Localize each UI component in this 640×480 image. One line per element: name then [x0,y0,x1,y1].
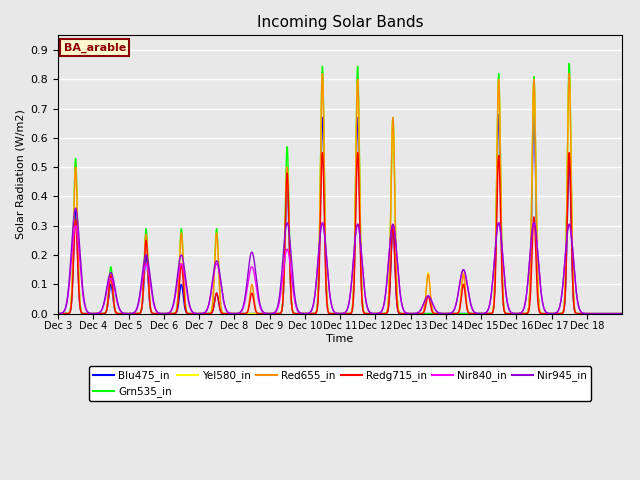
Nir945_in [612,311,620,316]
Nir840_in [54,311,62,316]
Blu475_in [532,207,540,213]
Nir945_in [462,275,470,281]
Grn535_in [565,60,573,66]
Redg715_in [413,311,420,316]
Yel580_in [618,311,626,316]
Nir945_in [499,246,506,252]
Redg715_in [170,311,177,316]
Redg715_in [612,311,620,316]
Nir945_in [170,300,177,305]
X-axis label: Time: Time [326,334,354,344]
Blu475_in [230,311,238,316]
Nir840_in [170,302,177,308]
Blu475_in [618,311,626,316]
Y-axis label: Solar Radiation (W/m2): Solar Radiation (W/m2) [15,109,25,240]
Nir945_in [532,230,540,236]
Red655_in [583,311,591,316]
Line: Nir840_in: Nir840_in [58,223,622,313]
Blu475_in [462,311,470,316]
Nir840_in [612,311,620,316]
Line: Red655_in: Red655_in [58,73,622,313]
Legend: Blu475_in, Grn535_in, Yel580_in, Red655_in, Redg715_in, Nir840_in, Nir945_in: Blu475_in, Grn535_in, Yel580_in, Red655_… [89,366,591,401]
Grn535_in [230,311,238,316]
Line: Blu475_in: Blu475_in [58,115,622,313]
Yel580_in [54,311,62,316]
Red655_in [54,311,62,316]
Yel580_in [499,270,506,276]
Grn535_in [413,311,420,316]
Nir945_in [413,311,420,316]
Redg715_in [319,150,326,156]
Nir840_in [583,311,591,316]
Grn535_in [618,311,626,316]
Redg715_in [499,278,506,284]
Yel580_in [413,311,420,316]
Red655_in [612,311,620,316]
Red655_in [170,311,177,316]
Nir840_in [319,220,326,226]
Yel580_in [532,189,540,194]
Red655_in [618,311,626,316]
Blu475_in [413,311,420,316]
Line: Redg715_in: Redg715_in [58,153,622,313]
Nir945_in [54,311,62,316]
Red655_in [413,311,420,316]
Line: Nir945_in: Nir945_in [58,208,622,313]
Nir840_in [532,230,540,236]
Yel580_in [319,71,326,76]
Nir945_in [72,205,79,211]
Redg715_in [532,255,540,261]
Yel580_in [463,298,470,303]
Title: Incoming Solar Bands: Incoming Solar Bands [257,15,423,30]
Grn535_in [612,311,620,316]
Line: Grn535_in: Grn535_in [58,63,622,313]
Red655_in [319,71,326,76]
Yel580_in [230,311,238,316]
Line: Yel580_in: Yel580_in [58,73,622,313]
Redg715_in [462,300,470,306]
Blu475_in [612,311,620,316]
Nir840_in [413,311,420,316]
Grn535_in [532,174,540,180]
Nir840_in [499,246,506,252]
Blu475_in [54,311,62,316]
Nir945_in [618,311,626,316]
Grn535_in [54,311,62,316]
Redg715_in [583,311,591,316]
Grn535_in [499,262,506,267]
Grn535_in [462,311,470,316]
Red655_in [532,176,540,181]
Text: BA_arable: BA_arable [63,43,126,53]
Blu475_in [170,311,177,316]
Redg715_in [618,311,626,316]
Yel580_in [170,311,177,316]
Blu475_in [499,276,506,282]
Yel580_in [612,311,620,316]
Red655_in [499,263,506,269]
Grn535_in [170,311,177,316]
Nir945_in [583,311,591,316]
Red655_in [462,296,470,302]
Nir840_in [618,311,626,316]
Blu475_in [495,112,502,118]
Nir840_in [462,275,470,281]
Redg715_in [54,311,62,316]
